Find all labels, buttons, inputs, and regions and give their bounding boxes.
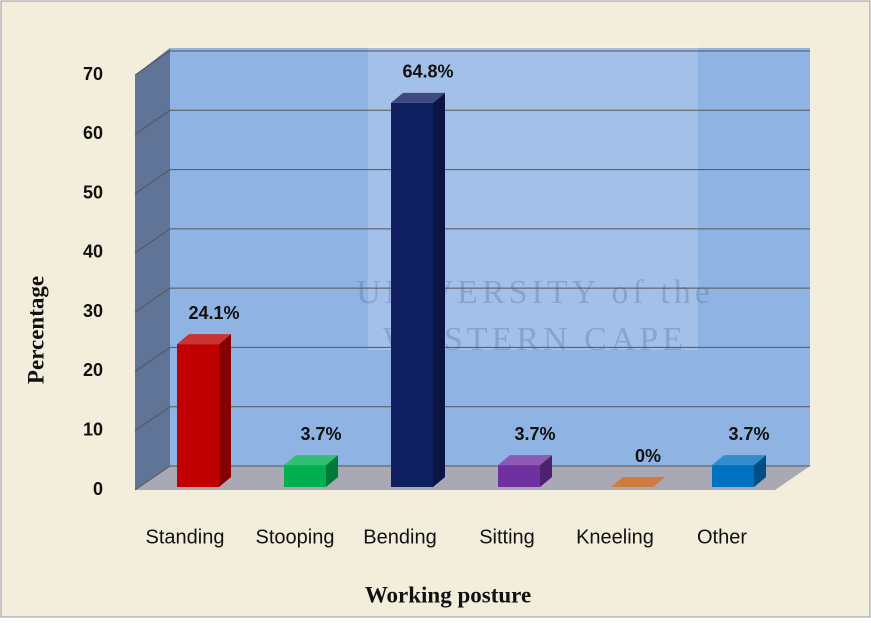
x-tick-label: Stooping <box>256 526 335 548</box>
value-label: 3.7% <box>300 424 341 444</box>
bar-front <box>712 465 754 487</box>
bar-top-shade <box>391 92 445 103</box>
bar <box>391 92 445 487</box>
grid-line <box>134 228 810 254</box>
y-tick-label: 60 <box>83 123 103 143</box>
y-tick-label: 20 <box>83 360 103 380</box>
bar <box>284 455 338 487</box>
x-tick-label: Kneeling <box>576 526 654 548</box>
grid-line <box>134 109 810 135</box>
y-tick-label: 10 <box>83 419 103 439</box>
bar-top <box>611 477 665 487</box>
bar <box>177 334 231 487</box>
y-tick-label: 50 <box>83 182 103 202</box>
grid-line <box>134 465 810 491</box>
x-axis-label: Working posture <box>365 582 531 607</box>
bar-side-shade <box>540 455 552 487</box>
grid-line <box>134 169 810 194</box>
floor <box>135 466 810 490</box>
bar-side <box>754 455 766 487</box>
bar-top-shade <box>611 477 665 487</box>
grid-line <box>134 346 810 372</box>
x-tick-label: Bending <box>363 526 436 548</box>
value-label: 0% <box>635 446 661 466</box>
bar-side-shade <box>219 334 231 487</box>
bar-top-shade <box>177 334 231 345</box>
bar-top <box>284 455 338 466</box>
bar <box>712 455 766 487</box>
bar-side-shade <box>754 455 766 487</box>
bar-side <box>540 455 552 487</box>
value-label: 64.8% <box>402 62 453 82</box>
grid-line <box>134 287 810 313</box>
back-wall <box>170 48 810 466</box>
bar-top <box>391 92 445 103</box>
x-tick-label: Other <box>697 526 747 548</box>
bar-top <box>712 455 766 466</box>
bar-top <box>498 455 552 466</box>
bar-side-shade <box>326 455 338 487</box>
bar-front <box>284 465 326 487</box>
y-tick-label: 0 <box>93 479 103 499</box>
bar-top-shade <box>712 455 766 466</box>
bar-side <box>433 92 445 487</box>
bar-top <box>177 334 231 345</box>
bar <box>611 477 665 487</box>
grid-line <box>134 406 810 432</box>
bar <box>498 455 552 487</box>
y-axis-label: Percentage <box>23 276 48 384</box>
bar-top-shade <box>498 455 552 466</box>
bar-side-shade <box>433 92 445 487</box>
bar-front <box>498 465 540 487</box>
x-tick-label: Sitting <box>479 526 535 548</box>
bar-front <box>391 102 433 487</box>
y-tick-label: 40 <box>83 242 103 262</box>
value-label: 24.1% <box>188 303 239 323</box>
side-wall <box>135 48 170 490</box>
x-tick-label: Standing <box>146 526 225 548</box>
bar-top-shade <box>284 455 338 466</box>
grid-line <box>134 50 810 76</box>
value-label: 3.7% <box>514 424 555 444</box>
bar-side <box>326 455 338 487</box>
y-tick-label: 30 <box>83 301 103 321</box>
bar-front <box>177 344 219 487</box>
bar-side <box>219 334 231 487</box>
value-label: 3.7% <box>728 424 769 444</box>
y-tick-label: 70 <box>83 64 103 84</box>
